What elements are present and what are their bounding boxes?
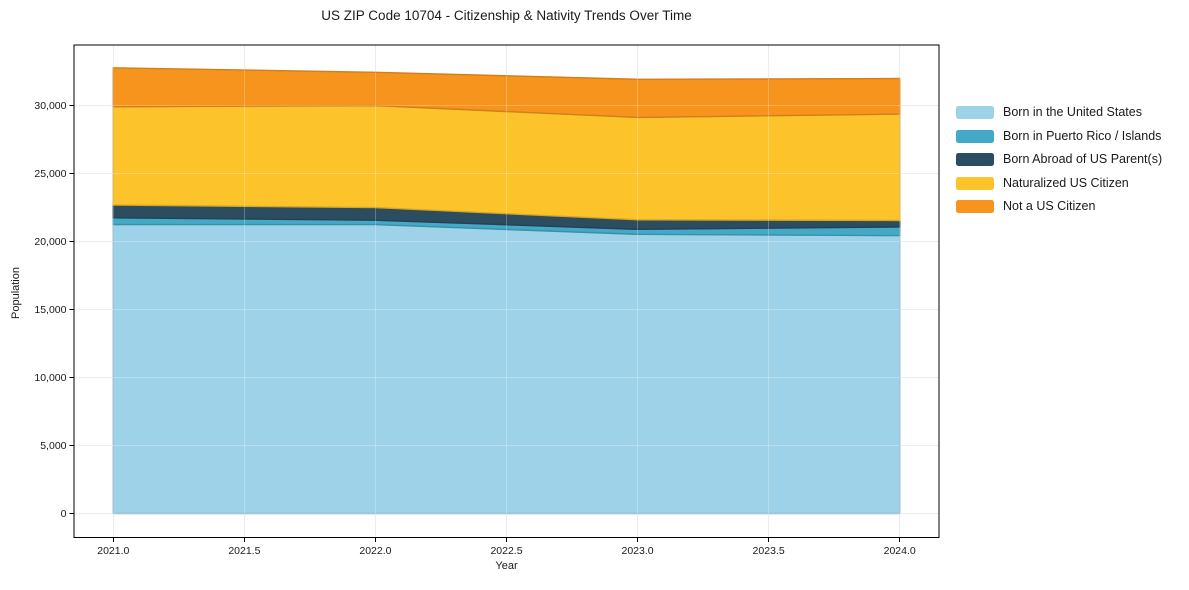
legend-item-naturalized-us-citizen: Naturalized US Citizen (956, 175, 1162, 190)
chart-title: US ZIP Code 10704 - Citizenship & Nativi… (321, 8, 692, 23)
legend-label: Born Abroad of US Parent(s) (1003, 152, 1163, 166)
legend-swatch (956, 176, 994, 190)
y-axis-ticks: 0 5,000 10,000 15,000 20,000 25,000 30,000 (34, 100, 74, 520)
legend-swatch (956, 153, 994, 166)
area-not-a-us-citizen (112, 67, 901, 119)
y-tick-label: 10,000 (34, 372, 66, 384)
gridlines-overlay (74, 45, 939, 538)
legend-label: Naturalized US Citizen (1003, 175, 1129, 190)
x-tick-label: 2023.5 (753, 545, 785, 557)
y-tick-label: 15,000 (34, 304, 66, 316)
area-series (112, 67, 901, 515)
y-tick-label: 5,000 (40, 440, 66, 452)
x-tick-label: 2021.0 (97, 545, 129, 557)
x-tick-label: 2022.5 (490, 545, 522, 557)
y-tick-label: 30,000 (34, 100, 66, 112)
x-tick-label: 2021.5 (228, 545, 260, 557)
legend-item-born-in-puerto-rico-islands: Born in Puerto Rico / Islands (956, 128, 1162, 143)
x-tick-label: 2022.0 (359, 545, 391, 557)
legend-item-born-in-the-united-states: Born in the United States (956, 106, 1162, 119)
legend-label: Born in the United States (1003, 105, 1142, 119)
y-tick-label: 0 (61, 508, 67, 520)
y-tick-label: 25,000 (34, 168, 66, 180)
legend-item-not-a-us-citizen: Not a US Citizen (956, 200, 1162, 213)
legend-swatch (956, 200, 994, 213)
x-tick-label: 2024.0 (884, 545, 916, 557)
legend: Born in the United States Born in Puerto … (956, 106, 1162, 224)
legend-item-born-abroad-of-us-parent-s: Born Abroad of US Parent(s) (956, 153, 1162, 166)
x-tick-label: 2023.0 (621, 545, 653, 557)
legend-swatch (956, 106, 994, 119)
x-axis-ticks: 2021.0 2021.5 2022.0 2022.5 2023.0 2023.5 2024… (97, 537, 916, 557)
y-tick-label: 20,000 (34, 236, 66, 248)
x-axis-label: Year (495, 560, 518, 572)
legend-label: Born in Puerto Rico / Islands (1003, 128, 1162, 143)
legend-swatch (956, 129, 994, 143)
legend-label: Not a US Citizen (1003, 199, 1096, 213)
